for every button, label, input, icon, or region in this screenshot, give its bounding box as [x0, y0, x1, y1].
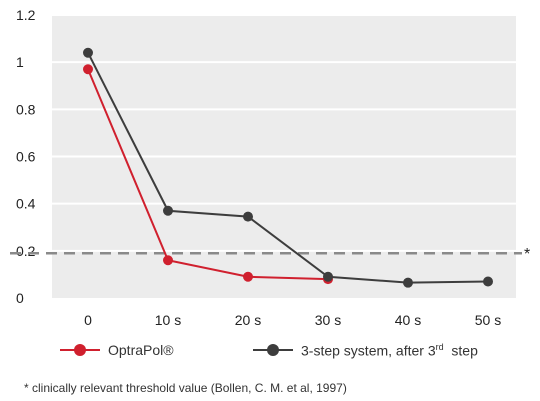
legend-label-superscript: rd [435, 342, 444, 352]
data-point [163, 205, 173, 216]
data-point [243, 271, 253, 282]
data-point [83, 47, 93, 58]
series-line [87, 52, 489, 284]
legend-swatch-gray-line-icon [253, 344, 293, 357]
data-point [83, 64, 93, 75]
legend-label-3-step-system: 3-step system, after 3rd step [301, 342, 478, 359]
x-tick-label: 50 s [475, 312, 501, 328]
y-tick-label: 0.6 [16, 149, 36, 165]
legend-label-prefix: 3-step system, after 3 [301, 342, 436, 359]
gridlines [52, 14, 516, 252]
y-tick-label: 0.4 [16, 196, 36, 212]
legend-item-optrapol: OptraPol® [60, 342, 174, 358]
data-point [403, 277, 413, 288]
legend-swatch-dot [74, 344, 86, 356]
legend-item-3-step-system: 3-step system, after 3rd step [253, 342, 478, 359]
x-axis-tick-labels: 0 10 s 20 s 30 s 40 s 50 s [84, 312, 501, 328]
x-tick-label: 40 s [395, 312, 421, 328]
y-tick-label: 0 [16, 290, 24, 306]
legend-label-suffix: step [443, 342, 478, 359]
threshold-line-group: * [10, 246, 530, 263]
threshold-marker: * [524, 246, 530, 263]
series-group [83, 47, 493, 288]
x-tick-label: 20 s [235, 312, 261, 328]
y-tick-label: 0.2 [16, 243, 36, 259]
y-tick-label: 1 [16, 54, 24, 70]
legend-swatch-dot [267, 344, 279, 357]
data-point [483, 276, 493, 287]
legend: OptraPol® 3-step system, after 3rd step [60, 342, 530, 366]
y-tick-label: 0.8 [16, 101, 36, 117]
footnote: * clinically relevant threshold value (B… [24, 381, 347, 395]
y-axis-tick-labels: 0 0.2 0.4 0.6 0.8 1 1.2 [16, 7, 36, 306]
line-chart: 00.20.40.60.811.2 0 10 s 20 s 30 s 40 s 50 s … [10, 7, 530, 328]
x-tick-label: 30 s [315, 312, 341, 328]
legend-swatch-red-line-icon [60, 344, 100, 356]
series-line [87, 68, 329, 281]
x-tick-label: 10 s [155, 312, 181, 328]
data-point [243, 211, 253, 222]
y-tick-label: 1.2 [16, 7, 36, 23]
data-point [163, 255, 173, 266]
data-point [323, 271, 333, 282]
series-2 [83, 47, 493, 288]
x-tick-label: 0 [84, 312, 92, 328]
legend-label-optrapol: OptraPol® [108, 342, 174, 358]
